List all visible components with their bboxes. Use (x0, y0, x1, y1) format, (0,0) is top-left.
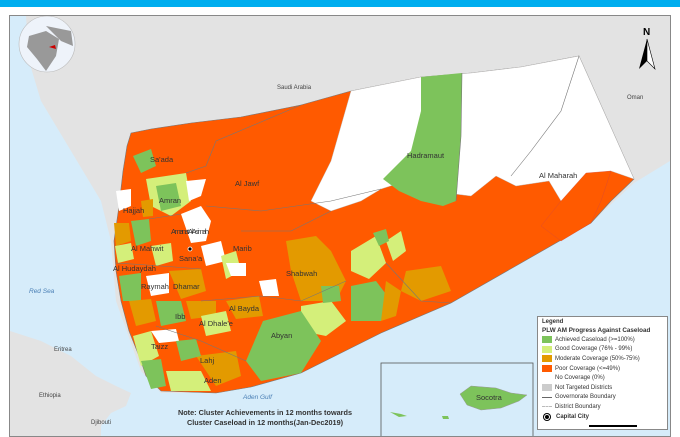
africa-land (10, 331, 131, 436)
legend-item-moderate: Moderate Coverage (50%-75%) (542, 354, 663, 364)
label-ibb: Ibb (175, 312, 185, 321)
label-saada: Sa'ada (150, 155, 174, 164)
legend-district-boundary: District Boundary (542, 402, 663, 412)
label-al-bayda: Al Bayda (229, 304, 260, 313)
label-al-hudaydah: Al Hudaydah (113, 264, 156, 273)
label-djibouti: Djibouti (91, 420, 111, 426)
label-amanat-al-asimah: Amanat Al Asimah (171, 227, 209, 236)
label-dhamar: Dhamar (173, 282, 200, 291)
label-sanaa: Sana'a (179, 254, 203, 263)
label-al-jawf: Al Jawf (235, 179, 260, 188)
legend-item-good: Good Coverage (76% - 99%) (542, 345, 663, 355)
label-socotra: Socotra (476, 393, 503, 402)
label-eritrea: Eritrea (54, 347, 72, 353)
legend-item-achieved: Achieved Caseload (>=100%) (542, 335, 663, 345)
label-al-maharah: Al Maharah (539, 171, 577, 180)
label-amran: Amran (159, 196, 181, 205)
label-marib: Marib (233, 244, 252, 253)
map-labels: Saudi Arabia Oman Eritrea Ethiopia Djibo… (29, 85, 643, 426)
legend-title: Legend (542, 319, 564, 325)
legend-item-poor: Poor Coverage (<=49%) (542, 364, 663, 374)
label-al-dhalee: Al Dhale'e (199, 319, 233, 328)
label-aden-gulf: Aden Gulf (242, 394, 273, 401)
yemen-map: Saudi Arabia Oman Eritrea Ethiopia Djibo… (10, 16, 670, 436)
label-raymah: Raymah (141, 282, 169, 291)
legend-subtitle: PLW AM Progress Against Caseload (542, 327, 651, 334)
map-note: Note: Cluster Achievements in 12 months … (177, 408, 353, 427)
globe-locator (18, 16, 76, 73)
legend-item-not-targeted: Not Targeted Districts (542, 383, 663, 393)
socotra-island (459, 385, 528, 411)
label-shabwah: Shabwah (286, 269, 317, 278)
label-taizz: Taizz (151, 342, 168, 351)
label-lahj: Lahj (200, 356, 215, 365)
legend: Legend PLW AM Progress Against Caseload … (537, 316, 668, 430)
capital-city-marker (187, 246, 193, 252)
sea (10, 16, 670, 436)
north-arrow-icon: N (639, 27, 656, 71)
label-al-mahwit: Al Mahwit (131, 244, 164, 253)
label-saudi-arabia: Saudi Arabia (277, 85, 312, 91)
label-aden: Aden (204, 376, 222, 385)
scale-bar (589, 425, 637, 427)
legend-item-none: No Coverage (0%) (542, 373, 663, 383)
title-bar (0, 0, 680, 7)
label-ethiopia: Ethiopia (39, 393, 61, 399)
hadramaut-achieved (383, 73, 462, 206)
map-frame: Saudi Arabia Oman Eritrea Ethiopia Djibo… (9, 15, 671, 437)
label-red-sea: Red Sea (29, 288, 55, 295)
label-abyan: Abyan (271, 331, 292, 340)
label-hadramaut: Hadramaut (407, 151, 445, 160)
governorate-boundaries (115, 55, 580, 362)
legend-governorate-boundary: Governorate Boundary (542, 393, 663, 403)
legend-capital-city: Capital City (542, 412, 663, 422)
label-oman: Oman (627, 95, 643, 101)
label-hajjah: Hajjah (123, 206, 144, 215)
svg-text:N: N (643, 27, 650, 38)
